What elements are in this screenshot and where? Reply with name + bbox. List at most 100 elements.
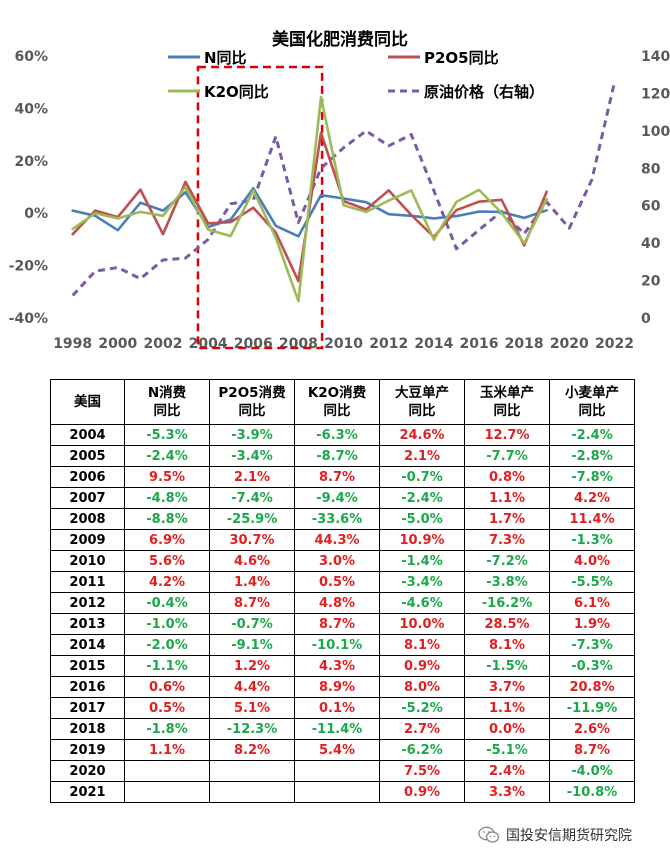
table-header-cell: K2O消费 同比 bbox=[294, 379, 380, 425]
value-cell: 2.4% bbox=[464, 760, 550, 782]
value-cell: 1.1% bbox=[464, 697, 550, 719]
value-cell: -1.5% bbox=[464, 655, 550, 677]
value-cell: 8.7% bbox=[294, 613, 380, 635]
value-cell: -3.9% bbox=[209, 424, 295, 446]
value-cell bbox=[124, 781, 210, 803]
fertilizer-chart: -40% -20% 0% 20% 40% 60% 0 20 40 60 80 100 120 140 199… bbox=[9, 29, 670, 352]
y-left-tick-label: -20% bbox=[9, 259, 48, 275]
year-cell: 2012 bbox=[50, 592, 125, 614]
y-right-tick-label: 80 bbox=[641, 161, 661, 177]
value-cell: 1.7% bbox=[464, 508, 550, 530]
value-cell: 0.9% bbox=[379, 655, 465, 677]
y-right-tick-label: 100 bbox=[641, 124, 670, 140]
value-cell: 1.9% bbox=[549, 613, 635, 635]
table-header-cell: 玉米单产 同比 bbox=[464, 379, 550, 425]
value-cell: -10.8% bbox=[549, 781, 635, 803]
table-row: 2006 9.5% 2.1% 8.7% -0.7% 0.8% -7.8% bbox=[50, 466, 635, 488]
table-row: 2005 -2.4% -3.4% -8.7% 2.1% -7.7% -2.8% bbox=[50, 445, 635, 467]
value-cell: 30.7% bbox=[209, 529, 295, 551]
value-cell: -0.3% bbox=[549, 655, 635, 677]
table-row: 2014 -2.0% -9.1% -10.1% 8.1% 8.1% -7.3% bbox=[50, 634, 635, 656]
value-cell: -6.3% bbox=[294, 424, 380, 446]
value-cell: -7.7% bbox=[464, 445, 550, 467]
x-tick-label: 2014 bbox=[414, 336, 453, 352]
header-line: 同比 bbox=[238, 403, 266, 419]
value-cell: 4.0% bbox=[549, 550, 635, 572]
value-cell: 7.5% bbox=[379, 760, 465, 782]
header-line: 大豆单产 bbox=[395, 385, 449, 401]
y-right-tick-label: 140 bbox=[641, 49, 670, 65]
value-cell: 0.5% bbox=[124, 697, 210, 719]
x-tick-label: 2016 bbox=[460, 336, 499, 352]
value-cell: -5.2% bbox=[379, 697, 465, 719]
value-cell: 8.1% bbox=[464, 634, 550, 656]
value-cell: 8.9% bbox=[294, 676, 380, 698]
value-cell: -5.3% bbox=[124, 424, 210, 446]
value-cell: 10.9% bbox=[379, 529, 465, 551]
value-cell: -4.0% bbox=[549, 760, 635, 782]
table-header-cell: 小麦单产 同比 bbox=[549, 379, 635, 425]
value-cell: -1.3% bbox=[549, 529, 635, 551]
header-line: P2O5消费 bbox=[218, 385, 286, 401]
series-line-1 bbox=[71, 187, 548, 238]
value-cell: -2.4% bbox=[379, 487, 465, 509]
legend-label: P2O5同比 bbox=[424, 49, 499, 67]
legend-label: K2O同比 bbox=[204, 83, 269, 101]
value-cell: -3.4% bbox=[209, 445, 295, 467]
value-cell: 6.9% bbox=[124, 529, 210, 551]
value-cell: 4.2% bbox=[124, 571, 210, 593]
year-cell: 2018 bbox=[50, 718, 125, 740]
value-cell: -7.8% bbox=[549, 466, 635, 488]
value-cell: 0.0% bbox=[464, 718, 550, 740]
value-cell bbox=[294, 781, 380, 803]
table-row: 2011 4.2% 1.4% 0.5% -3.4% -3.8% -5.5% bbox=[50, 571, 635, 593]
value-cell: 1.2% bbox=[209, 655, 295, 677]
value-cell: -0.7% bbox=[209, 613, 295, 635]
value-cell: 11.4% bbox=[549, 508, 635, 530]
value-cell: 0.1% bbox=[294, 697, 380, 719]
table-body: 2004 -5.3% -3.9% -6.3% 24.6% 12.7% -2.4% 2005 -2… bbox=[50, 424, 635, 803]
value-cell: -2.4% bbox=[549, 424, 635, 446]
value-cell bbox=[209, 781, 295, 803]
value-cell: 0.9% bbox=[379, 781, 465, 803]
value-cell: -10.1% bbox=[294, 634, 380, 656]
chart-axes: -40% -20% 0% 20% 40% 60% 0 20 40 60 80 100 120 140 199… bbox=[9, 49, 670, 352]
value-cell: -11.4% bbox=[294, 718, 380, 740]
value-cell: 6.1% bbox=[549, 592, 635, 614]
value-cell: -1.1% bbox=[124, 655, 210, 677]
value-cell: 44.3% bbox=[294, 529, 380, 551]
year-cell: 2007 bbox=[50, 487, 125, 509]
year-cell: 2021 bbox=[50, 781, 125, 803]
y-left-tick-label: 40% bbox=[14, 101, 48, 117]
table-row: 2019 1.1% 8.2% 5.4% -6.2% -5.1% 8.7% bbox=[50, 739, 635, 761]
value-cell: 8.1% bbox=[379, 634, 465, 656]
year-cell: 2009 bbox=[50, 529, 125, 551]
y-left-tick-label: 60% bbox=[14, 49, 48, 65]
year-cell: 2019 bbox=[50, 739, 125, 761]
value-cell: 5.4% bbox=[294, 739, 380, 761]
table-row: 2015 -1.1% 1.2% 4.3% 0.9% -1.5% -0.3% bbox=[50, 655, 635, 677]
value-cell: 8.7% bbox=[294, 466, 380, 488]
year-cell: 2005 bbox=[50, 445, 125, 467]
value-cell: 24.6% bbox=[379, 424, 465, 446]
value-cell: 0.6% bbox=[124, 676, 210, 698]
value-cell: -8.7% bbox=[294, 445, 380, 467]
value-cell: 8.7% bbox=[549, 739, 635, 761]
x-tick-label: 2008 bbox=[279, 336, 318, 352]
year-cell: 2006 bbox=[50, 466, 125, 488]
value-cell: -5.1% bbox=[464, 739, 550, 761]
value-cell: -12.3% bbox=[209, 718, 295, 740]
value-cell: 2.6% bbox=[549, 718, 635, 740]
value-cell: -5.5% bbox=[549, 571, 635, 593]
x-tick-label: 2010 bbox=[324, 336, 363, 352]
footer-label: 国投安信期货研究院 bbox=[506, 828, 632, 844]
x-tick-label: 2006 bbox=[234, 336, 273, 352]
table-row: 2008 -8.8% -25.9% -33.6% -5.0% 1.7% 11.4% bbox=[50, 508, 635, 530]
table-row: 2010 5.6% 4.6% 3.0% -1.4% -7.2% 4.0% bbox=[50, 550, 635, 572]
value-cell: -3.8% bbox=[464, 571, 550, 593]
value-cell: 28.5% bbox=[464, 613, 550, 635]
value-cell: 9.5% bbox=[124, 466, 210, 488]
value-cell: 7.3% bbox=[464, 529, 550, 551]
series-line-3 bbox=[71, 95, 548, 303]
y-left-tick-label: 20% bbox=[14, 154, 48, 170]
